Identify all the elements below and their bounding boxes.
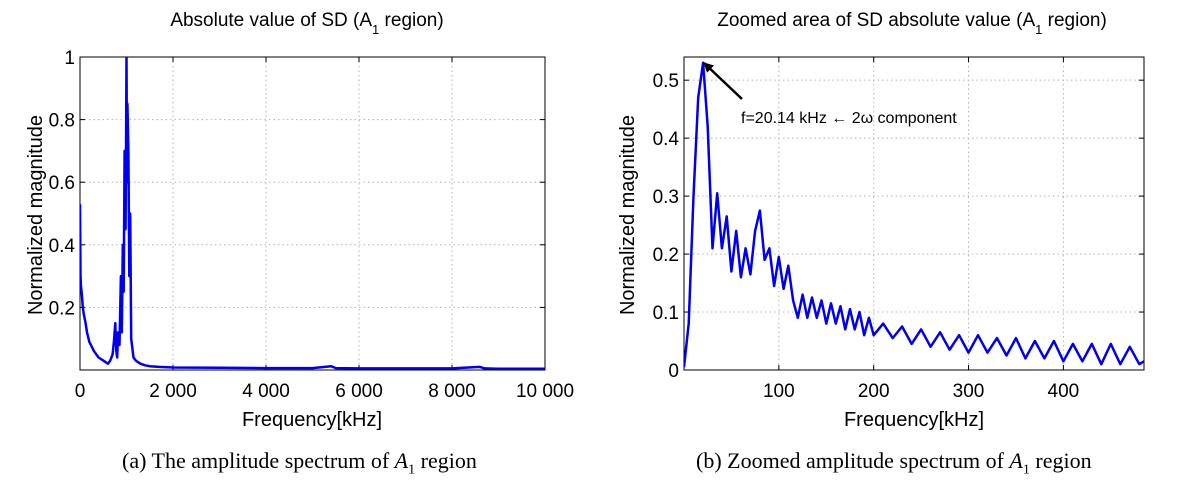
chart-a-ylabel: Normalized magnitude bbox=[25, 115, 47, 315]
chart-b-xlabel: Frequency[kHz] bbox=[844, 409, 984, 431]
x-tick-label: 400 bbox=[1048, 381, 1080, 402]
y-tick-label: 0.2 bbox=[49, 298, 75, 319]
chart-a-lines bbox=[80, 57, 545, 370]
caption-b: (b) Zoomed amplitude spectrum of A1 regi… bbox=[696, 448, 1092, 478]
chart-a-title: Absolute value of SD (A1 region) bbox=[170, 10, 443, 37]
x-tick-label: 10 000 bbox=[516, 381, 574, 402]
x-tick-label: 0 bbox=[75, 381, 86, 402]
chart-b-title: Zoomed area of SD absolute value (A1 reg… bbox=[717, 10, 1107, 37]
series-line bbox=[80, 57, 545, 370]
annotation-arrow bbox=[703, 62, 743, 100]
chart-b-ticks: 100 200 300 400 0 0.1 0.2 0.3 0.4 0.5 bbox=[653, 57, 1144, 402]
x-tick-label: 8 000 bbox=[428, 381, 476, 402]
caption-a: (a) The amplitude spectrum of A1 region bbox=[122, 448, 477, 478]
y-tick-label: 0.6 bbox=[49, 173, 75, 194]
chart-a: Absolute value of SD (A1 region) 0 2 000 4… bbox=[25, 10, 574, 431]
chart-a-grid bbox=[80, 57, 545, 370]
chart-b-ylabel: Normalized magnitude bbox=[617, 115, 639, 315]
chart-a-xlabel: Frequency[kHz] bbox=[242, 409, 382, 431]
x-tick-label: 100 bbox=[763, 381, 795, 402]
x-tick-label: 4 000 bbox=[242, 381, 290, 402]
y-tick-label: 0 bbox=[668, 361, 679, 382]
x-tick-label: 200 bbox=[858, 381, 890, 402]
y-tick-label: 0.4 bbox=[653, 129, 680, 150]
y-tick-label: 0.1 bbox=[653, 303, 679, 324]
annotation-text: f=20.14 kHz ← 2ω component bbox=[741, 110, 957, 127]
y-tick-label: 0.8 bbox=[49, 111, 75, 132]
chart-a-axes-box bbox=[79, 56, 546, 371]
y-tick-label: 0.5 bbox=[653, 71, 679, 92]
series-line bbox=[684, 61, 1144, 368]
x-tick-label: 2 000 bbox=[149, 381, 197, 402]
chart-b-grid bbox=[684, 57, 1144, 370]
y-tick-label: 0.3 bbox=[653, 187, 679, 208]
x-tick-label: 300 bbox=[953, 381, 985, 402]
y-tick-label: 0.2 bbox=[653, 245, 679, 266]
chart-b-axes-box bbox=[683, 56, 1145, 371]
chart-a-ticks: 0 2 000 4 000 6 000 8 000 10 000 0.2 0.4 0.6 0.8 1 bbox=[49, 48, 574, 402]
chart-b: Zoomed area of SD absolute value (A1 reg… bbox=[617, 10, 1145, 431]
x-tick-label: 6 000 bbox=[335, 381, 383, 402]
chart-b-lines bbox=[684, 61, 1144, 368]
y-tick-label: 1 bbox=[64, 48, 75, 69]
y-tick-label: 0.4 bbox=[49, 236, 76, 257]
